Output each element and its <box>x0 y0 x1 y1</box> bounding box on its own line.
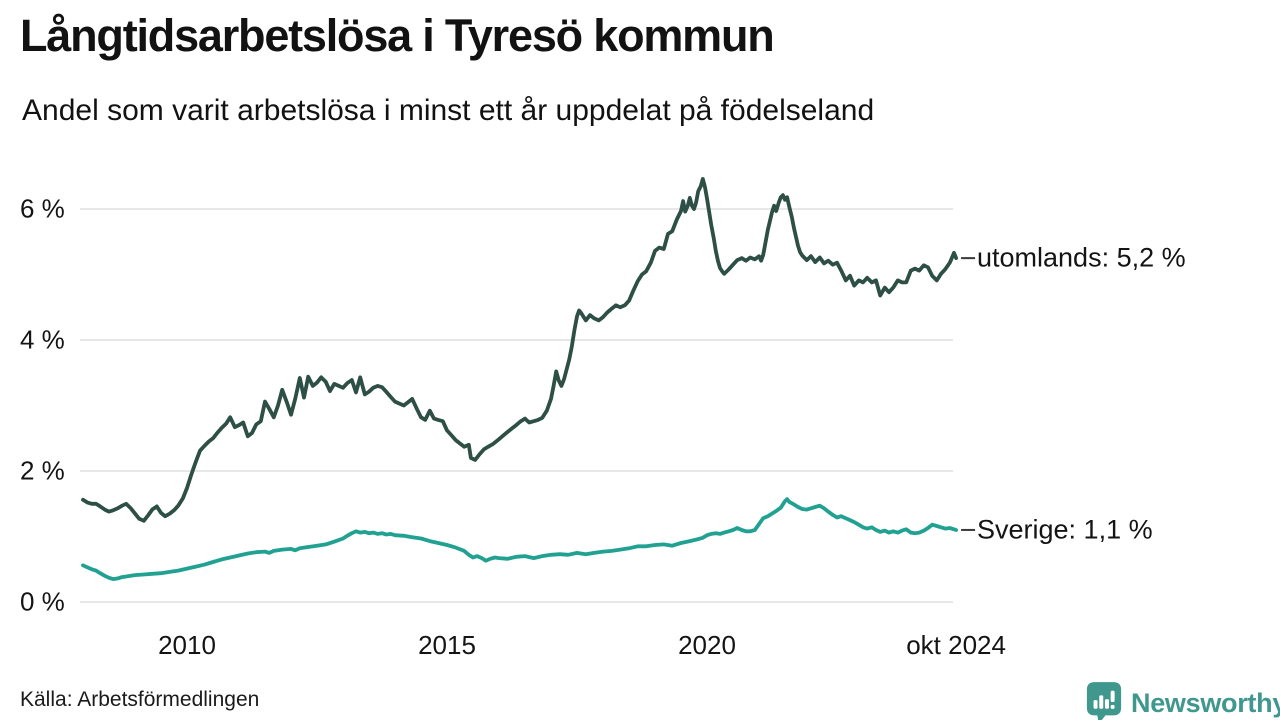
series-end-label-utomlands: utomlands: 5,2 % <box>977 242 1186 273</box>
chart-subtitle: Andel som varit arbetslösa i minst ett å… <box>22 94 875 127</box>
x-axis-tick-label: 2010 <box>158 630 216 660</box>
y-axis-tick-label: 0 % <box>20 586 65 617</box>
x-axis-tick-label: 2015 <box>418 630 476 660</box>
y-axis-tick-label: 2 % <box>20 455 65 486</box>
x-axis-tick-label: okt 2024 <box>906 630 1006 660</box>
x-axis-tick-label: 2020 <box>678 630 736 660</box>
y-axis-tick-label: 4 % <box>20 324 65 355</box>
newsworthy-bubble-chart-icon <box>1086 682 1122 720</box>
series-line-utomlands <box>81 176 958 523</box>
series-end-label-sverige: Sverige: 1,1 % <box>977 514 1153 545</box>
source-note: Källa: Arbetsförmedlingen <box>20 688 260 711</box>
newsworthy-logo: Newsworthy <box>1085 681 1280 720</box>
page-title: Långtidsarbetslösa i Tyresö kommun <box>20 10 775 61</box>
newsworthy-wordmark: Newsworthy <box>1131 687 1280 718</box>
series-line-Sverige <box>81 497 958 581</box>
y-axis-tick-label: 6 % <box>20 193 65 224</box>
